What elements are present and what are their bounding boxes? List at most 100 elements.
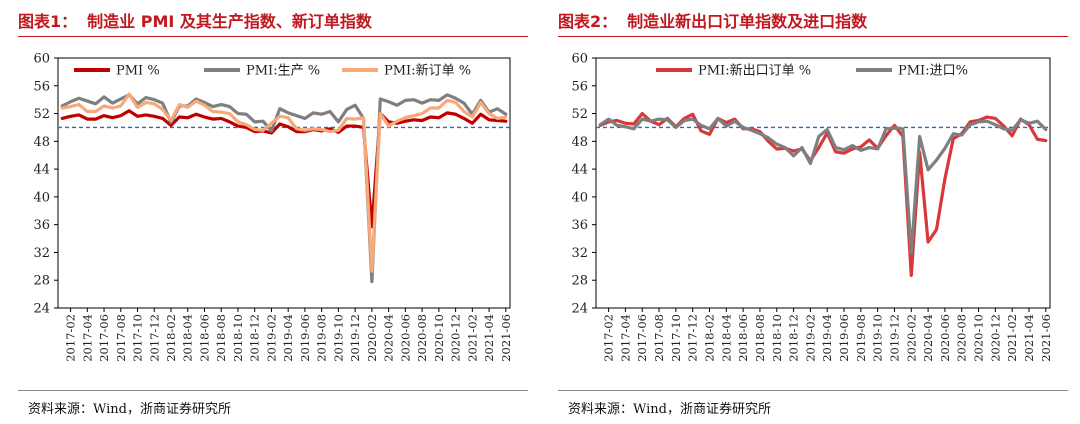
x-tick-label: 2018-12 [248,314,262,362]
x-tick-label: 2020-12 [449,314,463,362]
x-tick-label: 2017-08 [114,314,128,362]
x-tick-label: 2020-12 [988,314,1002,362]
y-tick-label: 60 [33,52,50,67]
x-tick-label: 2018-04 [719,314,733,362]
x-tick-label: 2017-10 [669,314,683,362]
x-tick-label: 2020-02 [904,314,918,362]
legend-item-1: PMI % [74,64,160,79]
x-tick-label: 2020-04 [921,314,935,362]
y-tick-label: 56 [33,79,50,94]
x-tick-label: 2019-06 [298,314,312,362]
x-tick-label: 2021-02 [1005,314,1019,362]
x-tick-label: 2018-08 [214,314,228,362]
title-divider-2 [558,36,1068,37]
source-note-1: 资料来源：Wind，浙商证券研究所 [28,402,231,417]
plot-area [57,57,511,309]
x-tick-label: 2017-12 [147,314,161,362]
x-tick-label: 2019-12 [887,314,901,362]
x-tick-label: 2019-02 [803,314,817,362]
title-divider-1 [18,36,528,37]
chart-panel-2: 图表2： 制造业新出口订单指数及进口指数 24 28 32 36 40 44 48 52 56 60… [540,0,1080,424]
legend-label: PMI:进口% [898,64,968,79]
x-tick-label: 2019-10 [871,314,885,362]
y-tick-label: 24 [571,302,588,317]
x-tick-label: 2019-08 [854,314,868,362]
chart-title-text-1: 制造业 PMI 及其生产指数、新订单指数 [87,12,372,31]
legend-label: PMI % [116,64,160,79]
series-line-3 [60,92,508,273]
x-tick-label: 2017-04 [80,314,94,362]
y-tick-label: 44 [571,163,588,178]
x-tick-label: 2020-04 [382,314,396,362]
y-tick-label: 44 [33,163,50,178]
chart-title-number-1: 图表1： [18,12,78,31]
x-tick-label: 2017-08 [652,314,666,362]
x-tick-label: 2021-06 [1039,314,1053,362]
x-tick-label: 2018-06 [197,314,211,362]
series-line-2 [60,93,508,284]
chart-panel-1: 图表1： 制造业 PMI 及其生产指数、新订单指数 24 28 32 36 40 44 48 5… [18,8,528,417]
legend-label: PMI:新订单 % [384,63,471,79]
bottom-divider-2 [558,390,1068,391]
x-tick-label: 2021-02 [465,314,479,362]
legend-label: PMI:新出口订单 % [698,63,811,79]
y-tick-label: 36 [571,218,588,233]
x-tick-label: 2018-08 [753,314,767,362]
x-tick-label: 2021-04 [1022,314,1036,362]
source-note-2: 资料来源：Wind，浙商证券研究所 [568,402,771,417]
x-tick-label: 2017-06 [97,314,111,362]
y-tick-label: 24 [33,302,50,317]
chart-title-number-2: 图表2： [558,12,618,31]
x-tick-label: 2017-02 [602,314,616,362]
x-tick-label: 2021-06 [499,314,513,362]
bottom-divider-1 [18,390,528,391]
x-tick-label: 2018-04 [181,314,195,362]
series-line-1 [60,109,508,229]
x-tick-label: 2020-10 [972,314,986,362]
x-tick-label: 2017-12 [686,314,700,362]
x-tick-label: 2020-08 [955,314,969,362]
y-tick-label: 32 [571,246,588,261]
x-tick-label: 2018-06 [736,314,750,362]
x-tick-label: 2019-08 [315,314,329,362]
x-tick-label: 2017-10 [131,314,145,362]
y-tick-label: 36 [33,218,50,233]
legend-item-2: PMI:进口% [856,64,968,79]
y-tick-label: 32 [33,246,50,261]
chart-title-2: 图表2： 制造业新出口订单指数及进口指数 [558,8,867,31]
x-tick-label: 2021-04 [482,314,496,362]
x-tick-label: 2020-10 [432,314,446,362]
x-tick-label: 2020-08 [415,314,429,362]
x-tick-label: 2017-04 [618,314,632,362]
y-tick-label: 40 [571,190,588,205]
x-tick-label: 2020-02 [365,314,379,362]
x-tick-label: 2018-10 [770,314,784,362]
x-tick-label: 2019-12 [348,314,362,362]
y-tick-label: 28 [33,274,50,289]
series-line-2 [598,116,1048,255]
x-tick-label: 2018-02 [703,314,717,362]
x-tick-label: 2019-04 [281,314,295,362]
x-tick-label: 2018-02 [164,314,178,362]
y-tick-label: 48 [33,135,50,150]
x-tick-label: 2020-06 [398,314,412,362]
x-tick-label: 2019-06 [837,314,851,362]
y-tick-label: 56 [571,79,588,94]
x-tick-label: 2020-06 [938,314,952,362]
y-tick-label: 52 [571,107,588,122]
legend-label: PMI:生产 % [246,64,320,79]
chart-title-1: 图表1： 制造业 PMI 及其生产指数、新订单指数 [18,8,372,31]
x-tick-label: 2019-04 [820,314,834,362]
y-tick-label: 60 [571,52,588,67]
y-tick-label: 28 [571,274,588,289]
x-tick-label: 2019-02 [264,314,278,362]
legend-item-3: PMI:新订单 % [342,63,471,79]
x-tick-label: 2017-02 [64,314,78,362]
x-tick-label: 2018-12 [787,314,801,362]
x-tick-label: 2018-10 [231,314,245,362]
y-tick-label: 48 [571,135,588,150]
x-tick-label: 2019-10 [331,314,345,362]
y-tick-label: 40 [33,190,50,205]
legend-item-2: PMI:生产 % [204,64,320,79]
